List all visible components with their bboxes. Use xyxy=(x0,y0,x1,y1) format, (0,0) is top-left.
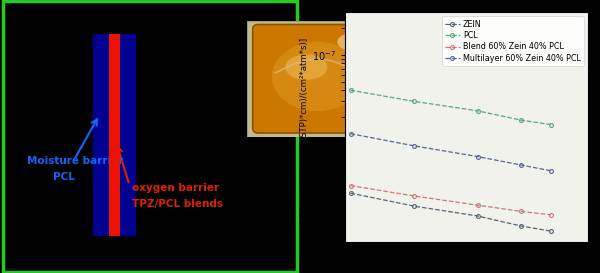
Ellipse shape xyxy=(285,55,328,80)
Text: Moisture barrier: Moisture barrier xyxy=(26,156,123,165)
ZEIN xyxy=(547,229,554,233)
Blend 60% Zein 40% PCL xyxy=(517,210,524,213)
Bar xyxy=(93,34,109,236)
PCL xyxy=(517,118,524,122)
X-axis label: 1/T (K⁻¹): 1/T (K⁻¹) xyxy=(446,263,487,273)
Blend 60% Zein 40% PCL xyxy=(347,184,354,187)
PCL xyxy=(474,109,481,112)
Legend: ZEIN, PCL, Blend 60% Zein 40% PCL, Multilayer 60% Zein 40% PCL: ZEIN, PCL, Blend 60% Zein 40% PCL, Multi… xyxy=(442,16,584,66)
Multilayer 60% Zein 40% PCL xyxy=(547,169,554,172)
Line: Multilayer 60% Zein 40% PCL: Multilayer 60% Zein 40% PCL xyxy=(349,132,553,173)
Ellipse shape xyxy=(272,42,364,111)
Blend 60% Zein 40% PCL xyxy=(410,194,418,198)
Bar xyxy=(109,34,121,236)
PCL xyxy=(547,123,554,126)
Text: PCL: PCL xyxy=(53,172,75,182)
Multilayer 60% Zein 40% PCL xyxy=(517,163,524,167)
Text: oxygen barrier: oxygen barrier xyxy=(133,183,220,192)
Line: PCL: PCL xyxy=(349,88,553,126)
ZEIN xyxy=(474,214,481,218)
FancyBboxPatch shape xyxy=(253,25,382,133)
PCL xyxy=(347,89,354,92)
Ellipse shape xyxy=(337,33,368,51)
Y-axis label: Permeability [cm³(STP)*cm)/(cm²*atm*s)]: Permeability [cm³(STP)*cm)/(cm²*atm*s)] xyxy=(300,37,309,216)
Line: ZEIN: ZEIN xyxy=(349,191,553,233)
Blend 60% Zein 40% PCL xyxy=(547,213,554,216)
ZEIN xyxy=(410,204,418,208)
Multilayer 60% Zein 40% PCL xyxy=(347,132,354,135)
Multilayer 60% Zein 40% PCL xyxy=(474,155,481,158)
Line: Blend 60% Zein 40% PCL: Blend 60% Zein 40% PCL xyxy=(349,184,553,217)
Multilayer 60% Zein 40% PCL xyxy=(410,144,418,147)
PCL xyxy=(410,100,418,103)
Bar xyxy=(121,34,136,236)
Text: TPZ/PCL blends: TPZ/PCL blends xyxy=(133,199,223,209)
ZEIN xyxy=(517,224,524,228)
Blend 60% Zein 40% PCL xyxy=(474,204,481,207)
ZEIN xyxy=(347,191,354,195)
